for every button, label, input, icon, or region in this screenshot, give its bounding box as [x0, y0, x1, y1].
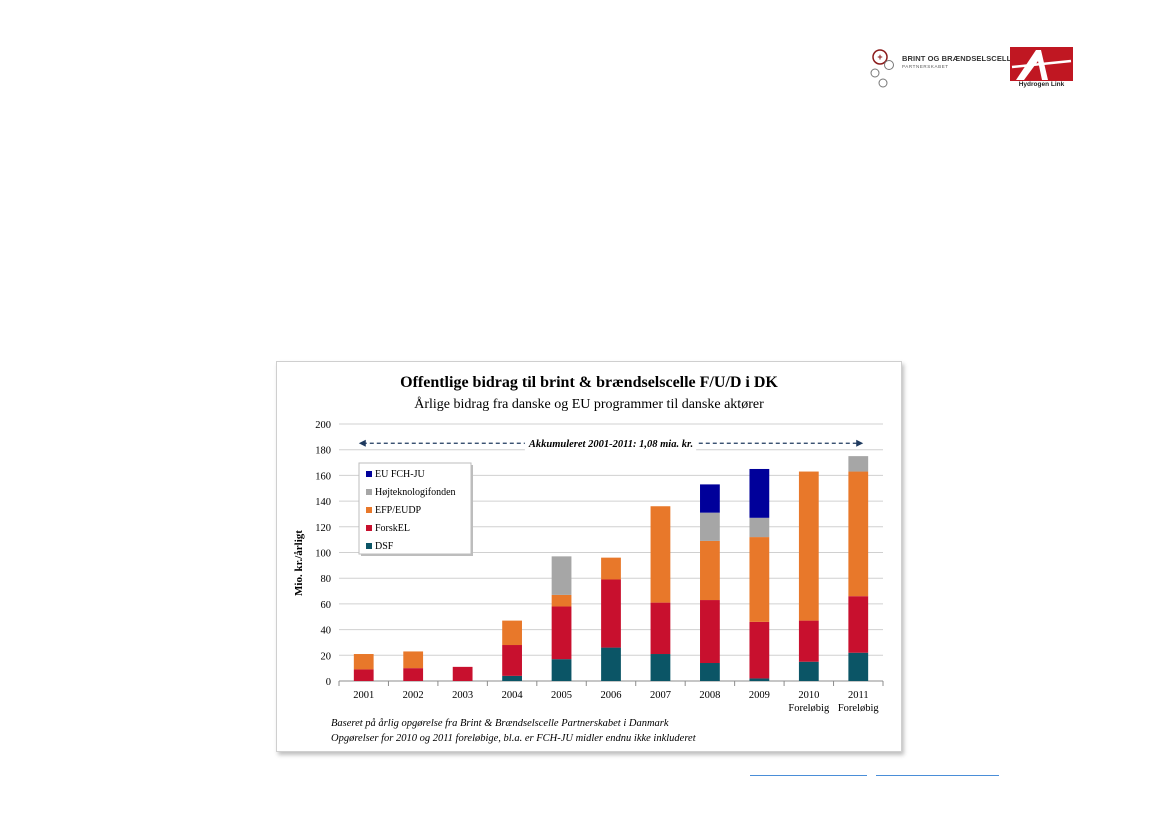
legend-swatch-eu-fch-ju	[366, 471, 372, 477]
y-tick-label: 160	[315, 471, 331, 482]
x-axis: 2001 2002 2003 2004 2005 2006 2007 2008 2009 2010…	[338, 681, 884, 714]
legend-swatch-efp-eudp	[366, 507, 372, 513]
y-tick-label: 80	[321, 574, 332, 585]
legend-label-dsf: DSF	[375, 541, 394, 552]
bar-forskel-2003	[452, 666, 473, 681]
y-tick-label: 120	[315, 523, 331, 534]
chart-title: Offentlige bidrag til brint & brændselsc…	[400, 374, 778, 391]
y-tick-label: 140	[315, 497, 331, 508]
annotation-arrow-left-icon	[358, 439, 366, 447]
x-tick-label: 2009	[749, 690, 770, 701]
bar-forskel-2005	[551, 606, 572, 660]
legend-box	[358, 462, 472, 555]
bar-dsf-2008	[700, 663, 720, 681]
x-tick-label: 2007	[650, 690, 671, 701]
accumulated-annotation: Akkumuleret 2001-2011: 1,08 mia. kr.	[358, 437, 864, 451]
x-tick-label: 2008	[699, 690, 720, 701]
x-tick-label: 2003	[452, 690, 473, 701]
bar-efp-eudp-2009	[749, 537, 770, 622]
annotation-text: Akkumuleret 2001-2011: 1,08 mia. kr.	[528, 439, 693, 450]
legend-label-h-jteknologifonden: Højteknologifonden	[375, 487, 456, 498]
bar-eu-fch-ju-2009	[749, 468, 770, 518]
bar-eu-fch-ju-2008	[700, 484, 720, 513]
legend-swatch-dsf	[366, 543, 372, 549]
svg-text:+: +	[877, 52, 882, 62]
y-tick-label: 40	[321, 626, 332, 637]
chart-subtitle: Årlige bidrag fra danske og EU programme…	[414, 396, 764, 412]
annotation-text-background	[524, 437, 697, 451]
bar-forskel-2006	[601, 579, 621, 648]
bar-dsf-2009	[749, 678, 770, 681]
bar-forskel-2001	[353, 669, 374, 681]
bar-efp-eudp-2005	[551, 594, 572, 607]
brint-logo-subtitle: PARTNERSKABET	[902, 64, 949, 69]
legend-swatch-forskel	[366, 525, 372, 531]
x-tick-label: Foreløbig	[788, 703, 830, 714]
hydrogen-link-mark-icon	[1010, 47, 1073, 81]
bars	[353, 456, 869, 681]
footer-link-line-2	[876, 775, 999, 776]
brint-partnerskab-logo: + BRINT OG BRÆNDSELSCELLER PARTNERSKABET	[866, 46, 1022, 92]
bar-h-jteknologifonden-2008	[700, 512, 720, 541]
bar-forskel-2010	[798, 620, 819, 662]
bar-dsf-2006	[601, 647, 621, 681]
y-tick-label: 60	[321, 600, 332, 611]
bar-efp-eudp-2010	[798, 471, 819, 621]
y-tick-label: 200	[315, 420, 331, 431]
bar-forskel-2008	[700, 600, 720, 664]
footnotes: Baseret på årlig opgørelse fra Brint & B…	[331, 718, 697, 744]
bar-forskel-2002	[403, 668, 424, 681]
y-axis-label: Mio. kr./årligt	[293, 530, 305, 596]
legend-label-efp-eudp: EFP/EUDP	[375, 505, 422, 516]
bar-efp-eudp-2004	[502, 620, 522, 646]
x-tick-label: 2002	[403, 690, 424, 701]
hydrogen-link-text: Hydrogen Link	[1018, 81, 1065, 88]
bar-h-jteknologifonden-2009	[749, 517, 770, 538]
bar-h-jteknologifonden-2005	[551, 556, 572, 595]
legend-swatch-h-jteknologifonden	[366, 489, 372, 495]
x-tick-label: 2010	[798, 690, 819, 701]
y-tick-label: 0	[326, 677, 331, 688]
y-axis-ticks: 0 20 40 60 80 100 120 140 160 180 200	[315, 420, 331, 688]
brint-logo-title: BRINT OG BRÆNDSELSCELLER	[902, 54, 1022, 63]
hydrogen-link-logo: Hydrogen Link	[1010, 47, 1073, 91]
bar-efp-eudp-2006	[601, 557, 621, 580]
annotation-arrow-right-icon	[856, 439, 864, 447]
x-tick-label: 2004	[502, 690, 524, 701]
bar-efp-eudp-2002	[403, 651, 424, 669]
bar-forskel-2011	[848, 596, 869, 653]
footnote-line: Opgørelser for 2010 og 2011 foreløbige, …	[331, 733, 697, 744]
y-tick-label: 180	[315, 446, 331, 457]
x-tick-label: 2006	[601, 690, 622, 701]
bar-efp-eudp-2001	[353, 654, 374, 670]
bar-forskel-2009	[749, 621, 770, 679]
chart-panel: Offentlige bidrag til brint & brændselsc…	[276, 361, 902, 752]
bar-h-jteknologifonden-2011	[848, 456, 869, 472]
y-tick-label: 20	[321, 651, 332, 662]
bar-dsf-2010	[798, 661, 819, 681]
x-tick-label: Foreløbig	[838, 703, 880, 714]
bar-efp-eudp-2011	[848, 471, 869, 597]
bar-dsf-2005	[551, 659, 572, 681]
legend-label-forskel: ForskEL	[375, 523, 410, 534]
bar-dsf-2007	[650, 654, 671, 681]
bubbles-icon: +	[870, 49, 894, 88]
bar-forskel-2007	[650, 602, 671, 655]
bar-efp-eudp-2008	[700, 540, 720, 601]
y-tick-label: 100	[315, 549, 331, 560]
stacked-bar-chart: Offentlige bidrag til brint & brændselsc…	[293, 374, 884, 744]
x-tick-label: 2001	[353, 690, 374, 701]
bar-forskel-2004	[502, 645, 522, 676]
bar-efp-eudp-2007	[650, 506, 671, 603]
bar-dsf-2004	[502, 675, 522, 681]
footnote-line: Baseret på årlig opgørelse fra Brint & B…	[331, 718, 669, 729]
bar-dsf-2011	[848, 652, 869, 681]
legend: EU FCH-JU Højteknologifonden EFP/EUDP Forsk…	[358, 462, 473, 556]
x-tick-label: 2005	[551, 690, 572, 701]
x-tick-label: 2011	[848, 690, 869, 701]
legend-label-eu-fch-ju: EU FCH-JU	[375, 469, 426, 480]
footer-link-line-1	[750, 775, 867, 776]
